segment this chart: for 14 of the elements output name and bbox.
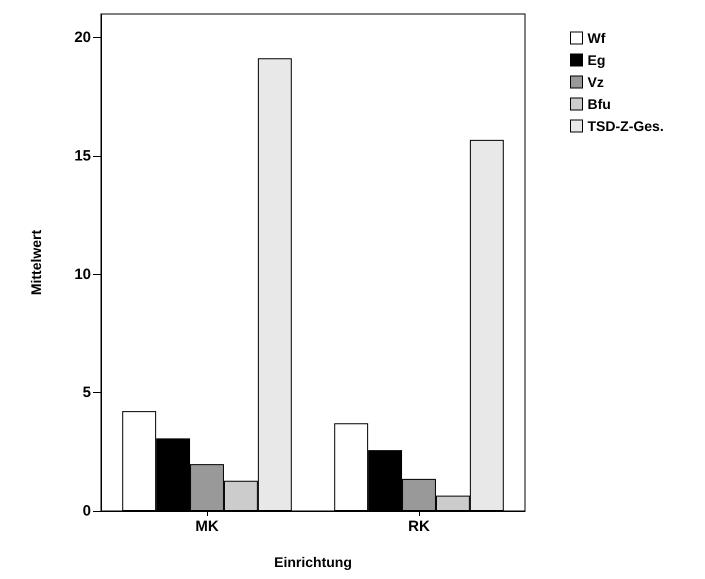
y-tick-label: 0: [82, 502, 91, 520]
x-axis-title: Einrichtung: [274, 554, 352, 570]
legend-label: Vz: [588, 74, 604, 90]
y-tick-label: 5: [82, 384, 91, 402]
x-tick-label: MK: [195, 518, 219, 535]
legend-label: Wf: [588, 30, 606, 46]
y-tick-label: 15: [74, 148, 91, 164]
y-axis-title: Mittelwert: [28, 229, 44, 296]
y-tick-label: 10: [74, 266, 91, 283]
y-tick-label: 20: [74, 29, 91, 46]
legend-label: Eg: [588, 52, 606, 68]
x-tick-label: RK: [408, 518, 430, 535]
legend-label: Bfu: [588, 96, 611, 112]
legend-label: TSD-Z-Ges.: [588, 118, 664, 134]
